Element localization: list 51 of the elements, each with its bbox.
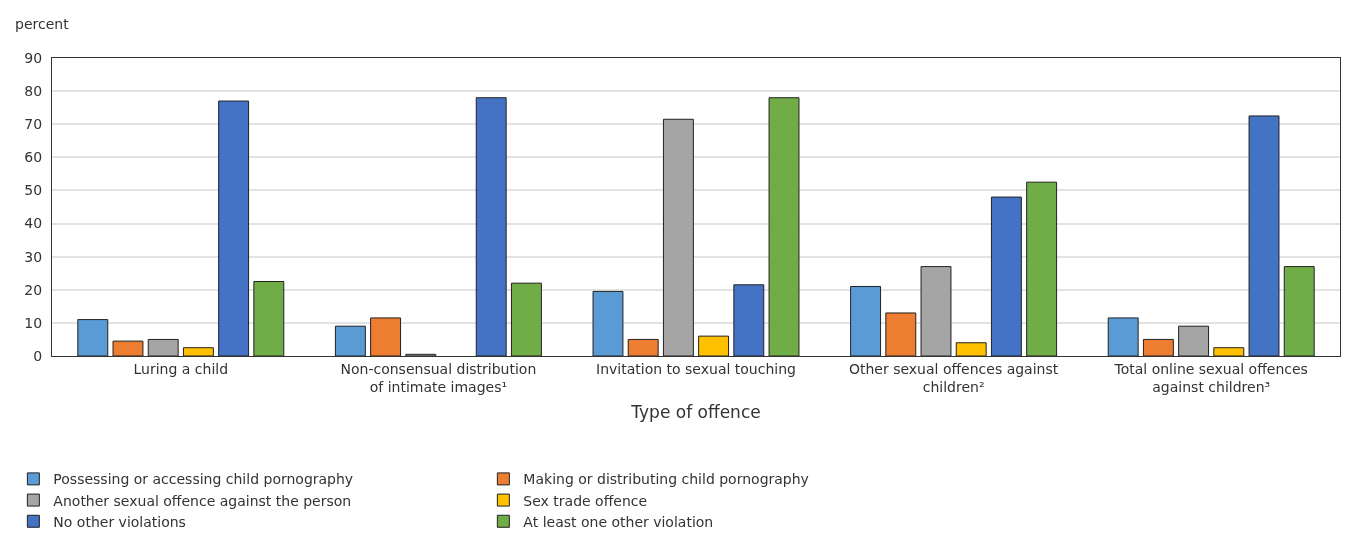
legend-label: Making or distributing child pornography [523,471,809,488]
bar [1178,325,1210,356]
bar [182,347,214,356]
bar [77,319,109,356]
y-tick-label: 50 [24,182,43,199]
y-tick-label: 80 [24,83,43,100]
x-axis-title: Type of offence [630,402,761,423]
bar [1142,338,1174,356]
y-tick-label: 40 [24,215,43,232]
x-tick-label: Luring a child [133,360,229,377]
bar [955,342,987,356]
bar [1107,317,1139,356]
y-tick-label: 60 [24,149,43,166]
bar [334,325,366,356]
x-tick-label: Invitation to sexual touching [596,360,796,377]
legend-label: No other violations [53,513,186,530]
y-tick-label: 70 [24,116,43,133]
bar [112,340,144,356]
x-tick-label: Non-consensual distribution of intimate images¹ [340,360,537,395]
y-tick-label: 30 [24,248,43,265]
x-tick-label: Total online sexual offences against children³ [1113,360,1308,395]
bar [662,118,694,356]
bar [1213,347,1245,356]
bar [1283,266,1315,356]
bar [885,312,917,356]
x-tick-label: Other sexual offences against children² [848,360,1059,395]
legend-label: Sex trade offence [523,492,648,509]
bar [475,97,507,356]
bar [147,338,179,356]
bar [850,285,882,356]
y-tick-label: 10 [24,314,43,331]
bar [733,284,765,356]
bar [768,97,800,356]
bar [990,196,1022,356]
y-tick-label: 0 [33,347,43,364]
y-tick-label: 20 [24,281,43,298]
legend-label: At least one other violation [523,513,714,530]
y-axis-title: percent [15,16,70,32]
bar [627,338,659,356]
bar [592,290,624,356]
y-tick-label: 90 [24,49,43,66]
bar [253,281,285,356]
bar [1026,181,1058,356]
legend-label: Another sexual offence against the person [53,492,352,509]
bar [698,335,730,356]
legend-label: Possessing or accessing child pornography [53,471,354,488]
bar [920,266,952,356]
bar [370,317,402,356]
bar [510,282,542,356]
bar [1248,115,1280,356]
bar [218,100,250,356]
